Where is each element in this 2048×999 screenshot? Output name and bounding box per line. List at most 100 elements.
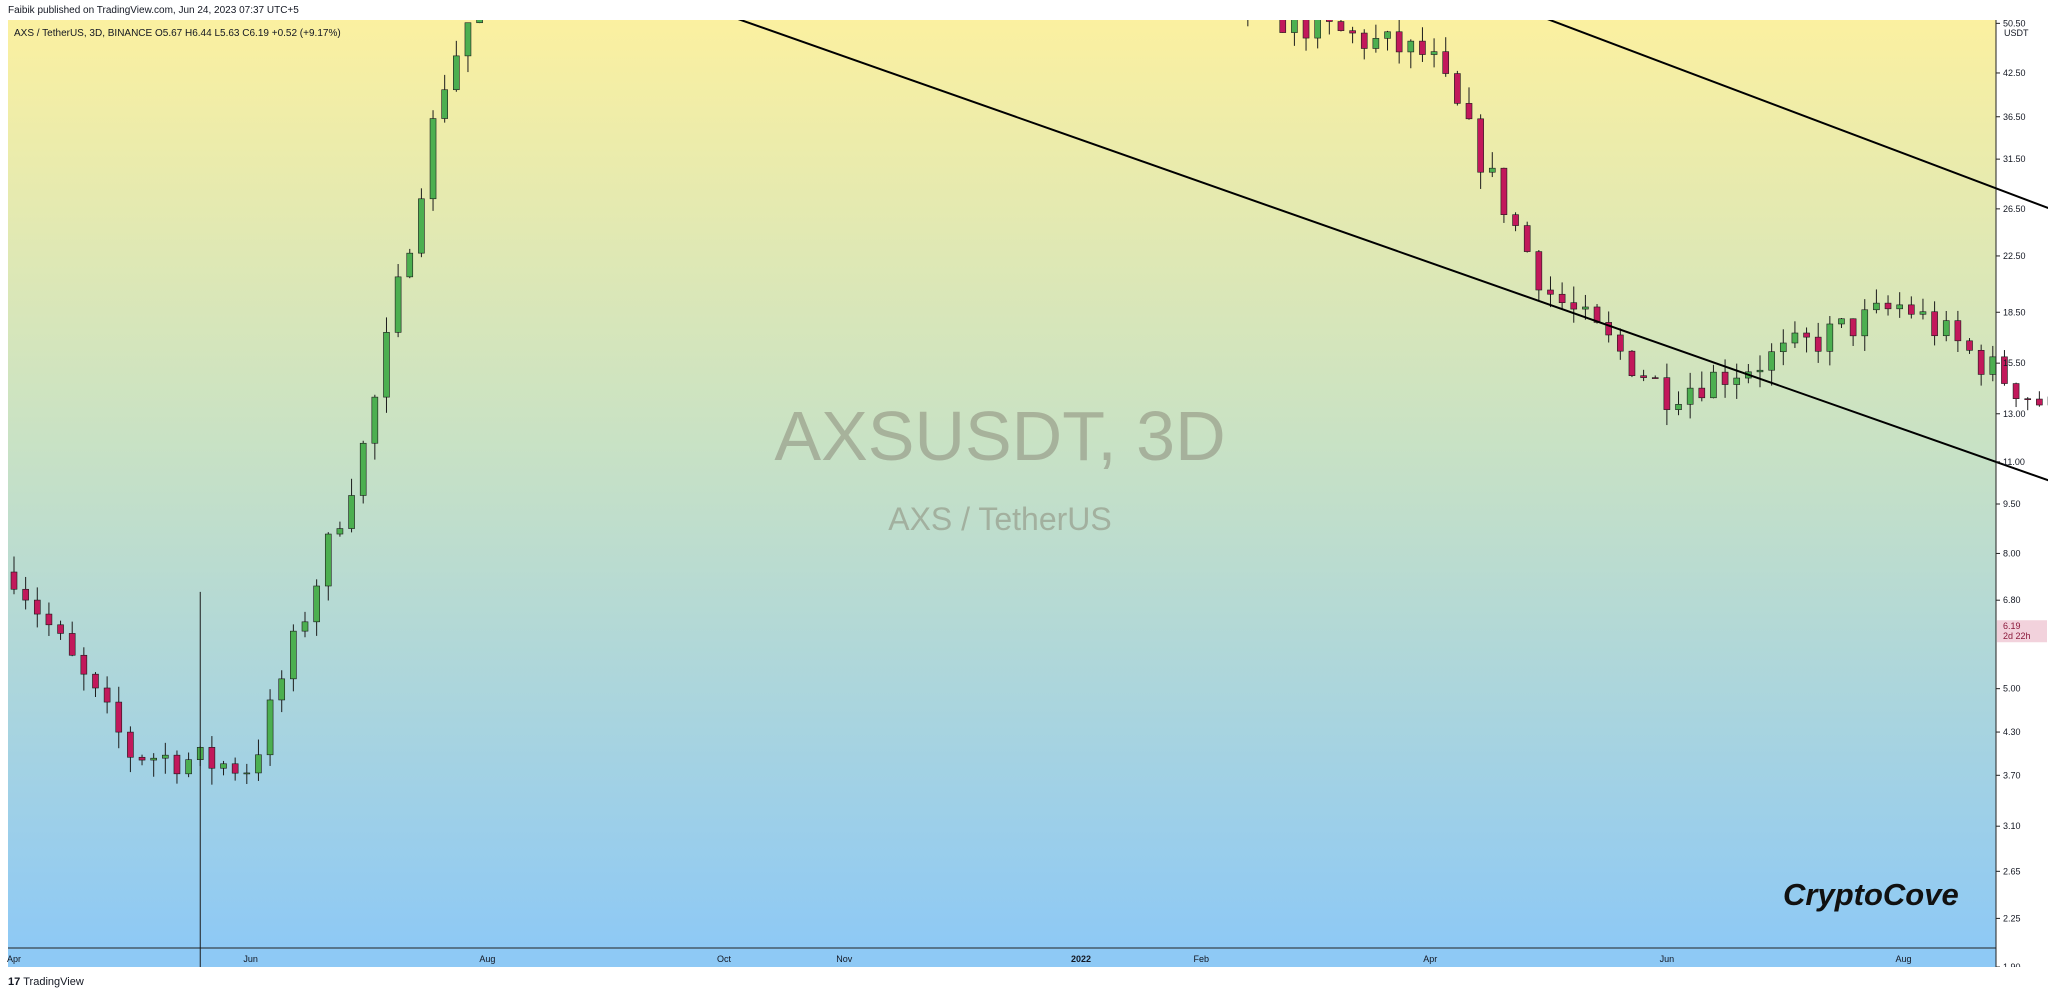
candle-body (429, 118, 437, 200)
price-tick-label: 50.50 (2003, 20, 2026, 28)
candle-body (1582, 306, 1589, 310)
time-tick-label: Apr (7, 954, 21, 964)
brand-logo: CryptoCove (1783, 877, 1959, 912)
candle-body (1640, 375, 1647, 378)
legend-text: AXS / TetherUS, 3D, BINANCE O5.67 H6.44 … (14, 28, 341, 39)
candle-body (185, 759, 192, 775)
candle-body (80, 654, 88, 675)
candle-body (1279, 0, 1287, 33)
candle-body (1512, 214, 1519, 226)
candle-body (208, 747, 216, 769)
candle-body (1395, 31, 1403, 53)
candle-body (406, 252, 414, 278)
candle-body (1349, 30, 1356, 34)
candle-body (1547, 289, 1554, 295)
time-axis: AprJunAugOctNov2022FebAprJunAugOctNov202… (7, 954, 1912, 964)
candle-body (1733, 377, 1741, 385)
candle-body (1779, 342, 1787, 353)
candle-body (1360, 32, 1368, 49)
candle-body (1663, 377, 1671, 410)
candle-body (1291, 11, 1298, 33)
candle-body (1488, 167, 1496, 173)
candle-body (68, 633, 76, 656)
tradingview-logo[interactable]: 17 TradingView (8, 976, 84, 988)
candle-body (1977, 350, 1985, 375)
candle-body (1966, 340, 1973, 351)
candle-body (2001, 356, 2008, 384)
candle-body (1675, 404, 1682, 410)
trendlines-layer: 166.093.9921.80 (336.75%) 2180 (437, 0, 2048, 840)
price-tick-label: 9.50 (2003, 499, 2021, 509)
candle-body (92, 673, 99, 689)
watermark-symbol: AXSUSDT, 3D (774, 397, 1225, 475)
candle-body (2012, 383, 2020, 399)
candle-body (173, 754, 181, 775)
candle-body (1908, 304, 1915, 315)
candle-body (1419, 40, 1426, 55)
time-tick-label: Aug (1896, 954, 1912, 964)
candle-body (243, 772, 251, 775)
candle-body (1838, 318, 1845, 325)
publisher-text: Faibik published on TradingView.com, Jun… (8, 5, 299, 16)
candle-body (1407, 40, 1415, 53)
candle-body (138, 756, 146, 761)
candle-body (336, 528, 344, 535)
candle-body (1454, 73, 1461, 104)
candle-body (1849, 318, 1857, 337)
candle-body (266, 699, 274, 756)
price-tick-label: 2.65 (2003, 866, 2021, 876)
candle-body (115, 701, 123, 733)
candle-body (220, 763, 227, 769)
candle-body (1477, 118, 1484, 173)
candle-body (1314, 12, 1321, 39)
candle-body (1884, 302, 1892, 310)
candle-body (394, 276, 402, 333)
axis-unit-label: USDT (2004, 28, 2029, 38)
time-tick-label: 2022 (1071, 954, 1091, 964)
candle-body (1942, 320, 1950, 337)
candle-body (1826, 323, 1834, 352)
candle-body (1558, 293, 1566, 303)
price-tick-label: 22.50 (2003, 251, 2026, 261)
candle-body (1302, 11, 1310, 39)
candle-body (1989, 356, 1997, 375)
price-tick-label: 31.50 (2003, 154, 2026, 164)
candle-body (453, 55, 460, 91)
candle-body (371, 396, 379, 444)
price-tick-label: 8.00 (2003, 548, 2021, 558)
price-tick-label: 13.00 (2003, 409, 2026, 419)
candle-body (2024, 398, 2032, 400)
candle-body (150, 757, 157, 761)
candle-body (1570, 302, 1578, 310)
last-price-countdown: 2d 22h (2003, 631, 2031, 641)
price-tick-label: 6.80 (2003, 595, 2021, 605)
candle-body (1698, 387, 1706, 399)
candle-body (1651, 377, 1659, 379)
candle-body (1686, 387, 1694, 405)
candle-body (57, 624, 64, 634)
price-tick-label: 1.90 (2003, 962, 2021, 967)
time-tick-label: Jun (243, 954, 258, 964)
candle-body (1372, 38, 1380, 49)
candle-body (1814, 336, 1822, 352)
candle-body (383, 332, 390, 398)
candle-body (103, 687, 111, 703)
candle-body (1465, 103, 1473, 120)
candle-body (1326, 12, 1333, 22)
candle-body (464, 22, 472, 57)
time-tick-label: Aug (479, 954, 495, 964)
candle-body (1873, 302, 1880, 311)
candle-body (1931, 311, 1938, 337)
time-tick-label: Jun (1660, 954, 1675, 964)
candle-body (359, 442, 367, 496)
candle-body (1605, 322, 1612, 336)
candle-body (1710, 371, 1717, 399)
candle-body (1500, 167, 1508, 216)
candle-body (1919, 311, 1927, 315)
candle-body (45, 613, 53, 626)
candle-body (10, 571, 18, 590)
lower-trendline[interactable] (483, 0, 2048, 840)
upper-trendline[interactable] (437, 0, 2048, 641)
